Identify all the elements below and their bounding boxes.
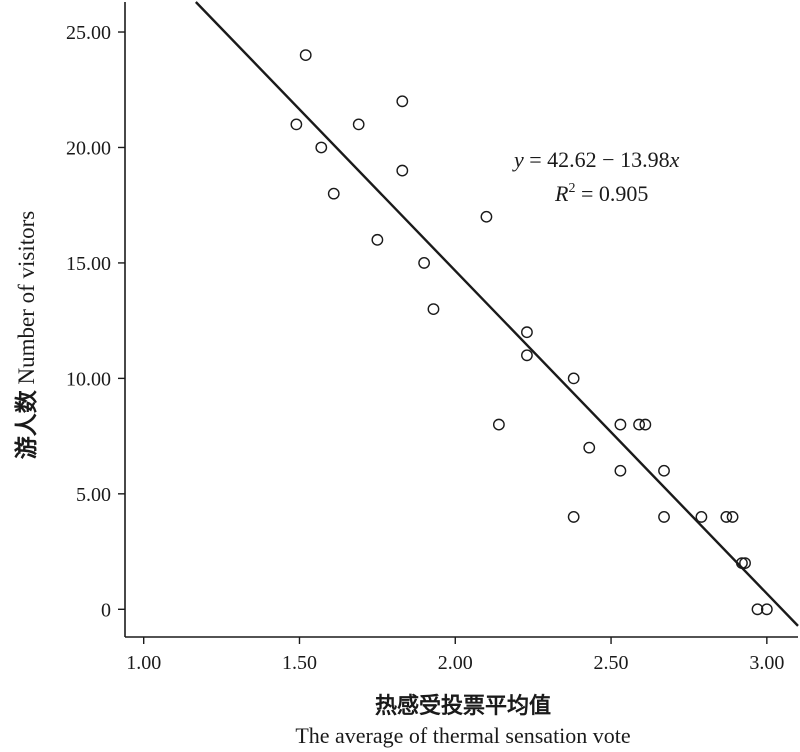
r2-symbol: R [554,181,569,206]
data-points [290,49,773,616]
data-point [658,464,670,477]
x-axis-label-english: The average of thermal sensation vote [295,723,630,748]
data-point [299,49,312,62]
y-axis-label: 游人数 Number of visitors [13,211,39,460]
y-axis-label-chinese: 游人数 [13,389,39,459]
eq-var: x [669,147,680,172]
data-point [427,303,440,316]
data-point [695,511,708,523]
y-axis-label-english: Number of visitors [14,211,39,385]
data-point [396,95,409,108]
axes [124,2,798,638]
eq-prefix: y [512,147,524,172]
data-point [396,164,409,177]
data-point [633,418,645,431]
data-point [521,349,533,362]
y-tick-label: 5.00 [76,484,111,506]
x-tick-label: 1.00 [126,652,161,674]
data-point [492,418,505,431]
x-axis-ticks: 1.00 1.50 2.00 2.50 3.00 [126,637,784,674]
data-point [736,557,748,570]
y-tick-label: 15.00 [66,253,111,275]
regression-equation: y = 42.62 − 13.98x [512,147,680,172]
data-point [567,372,580,385]
data-point [371,233,384,246]
data-point [327,187,340,200]
data-point [639,418,652,431]
data-point [726,511,739,523]
data-point [751,603,764,616]
r2-value: = 0.905 [575,181,648,206]
data-point [658,511,670,523]
x-tick-label: 3.00 [749,652,784,674]
x-tick-label: 2.00 [438,652,473,674]
y-tick-label: 25.00 [66,22,111,44]
y-tick-label: 10.00 [66,368,111,390]
y-axis-ticks: 0 5.00 10.00 15.00 20.00 25.00 [66,22,125,621]
x-axis-label-chinese: 热感受投票平均值 [375,693,551,718]
data-point [480,210,493,223]
r-squared-label: R2 = 0.905 [554,181,648,206]
y-tick-label: 0 [101,599,111,621]
data-point [352,118,365,131]
x-tick-label: 1.50 [282,652,317,674]
data-point [614,464,627,477]
y-tick-label: 20.00 [66,137,111,159]
y-axis-label-group: 游人数 Number of visitors [13,211,39,460]
r2-exponent: 2 [568,181,575,196]
data-point [760,603,773,616]
x-tick-label: 2.50 [594,652,629,674]
data-point [418,257,431,269]
data-point [290,118,303,131]
data-point [739,557,751,570]
eq-body: = 42.62 − 13.98 [524,147,670,172]
regression-line [194,1,799,627]
data-point [583,441,596,454]
data-point [521,326,533,339]
data-point [720,511,733,523]
data-point [315,141,328,154]
data-point [614,418,627,431]
data-point [567,511,580,523]
